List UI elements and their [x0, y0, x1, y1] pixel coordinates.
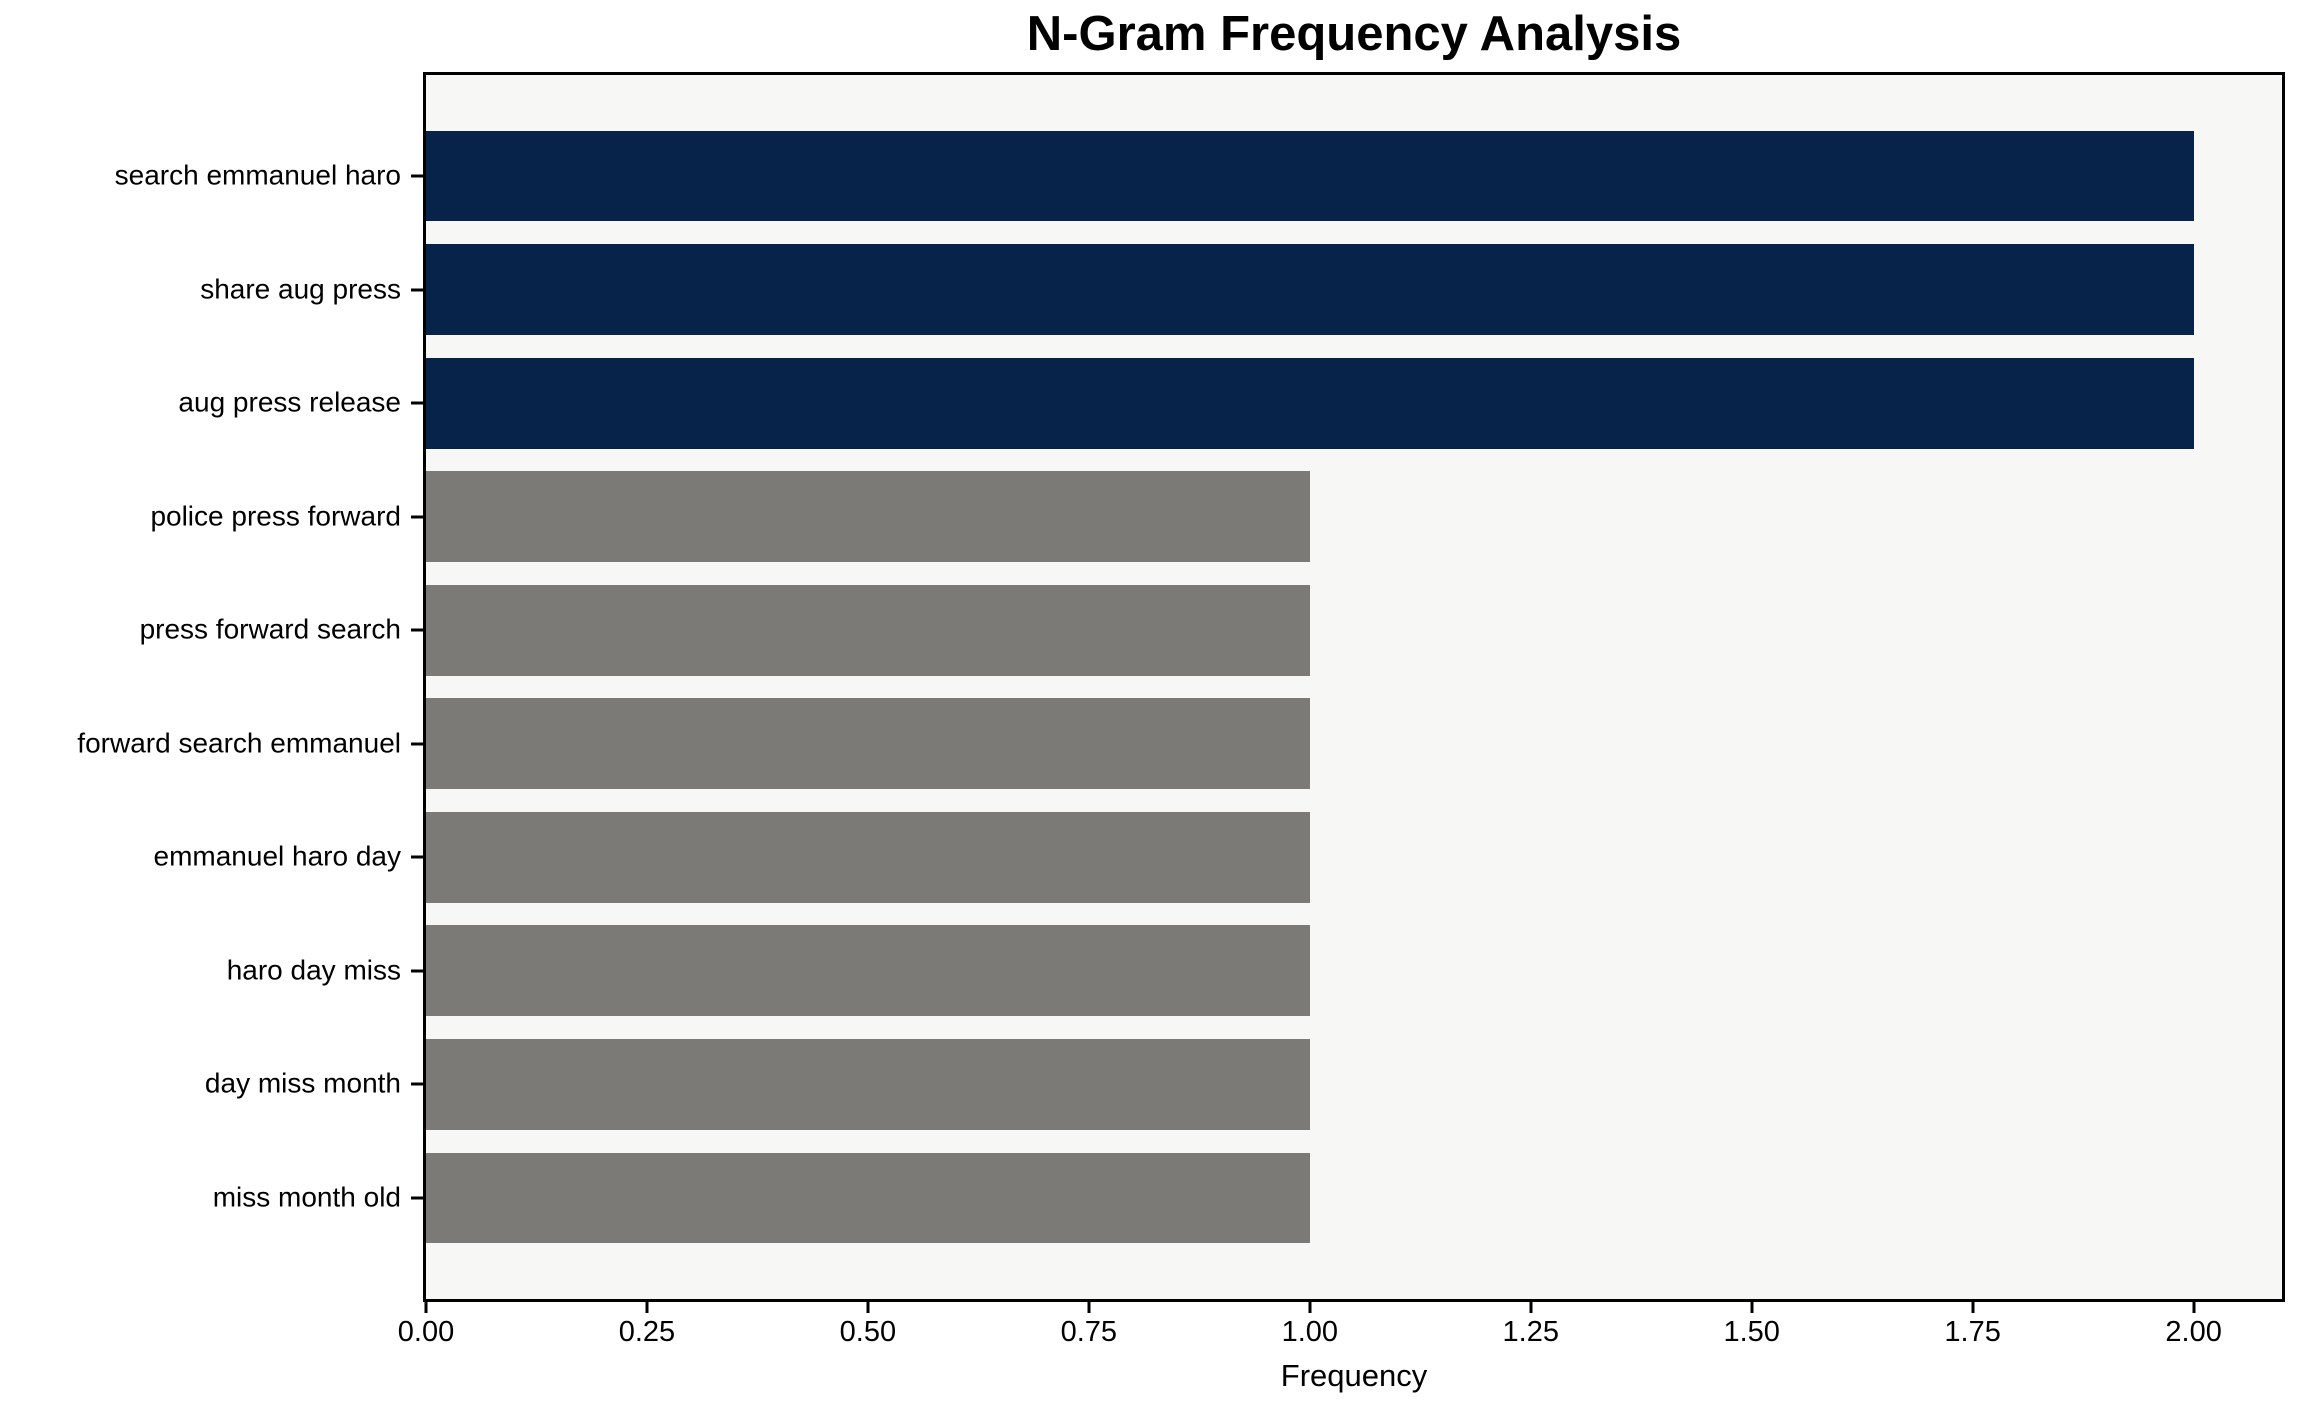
bar-3 [426, 471, 1310, 563]
y-tick-mark-0 [411, 174, 423, 178]
y-tick-mark-8 [411, 1082, 423, 1086]
x-tick-mark-5 [1529, 1302, 1533, 1313]
x-tick-label-0: 0.00 [397, 1316, 455, 1348]
y-tick-mark-1 [411, 288, 423, 292]
y-tick-label-7: haro day miss [226, 954, 401, 986]
x-tick-mark-0 [424, 1302, 428, 1313]
y-tick-label-6: emmanuel haro day [153, 840, 401, 872]
x-tick-label-1: 0.25 [618, 1316, 676, 1348]
bar-7 [426, 925, 1310, 1017]
chart-title: N-Gram Frequency Analysis [1026, 7, 1682, 61]
y-tick-label-0: search emmanuel haro [114, 159, 401, 191]
bar-2 [426, 357, 2194, 449]
x-tick-mark-7 [1971, 1302, 1975, 1313]
x-tick-label-2: 0.50 [839, 1316, 897, 1348]
y-tick-label-2: aug press release [178, 386, 401, 418]
y-tick-mark-5 [411, 742, 423, 746]
x-tick-mark-2 [866, 1302, 870, 1313]
y-tick-mark-2 [411, 401, 423, 405]
x-tick-mark-1 [645, 1302, 649, 1313]
x-tick-label-7: 1.75 [1944, 1316, 2001, 1348]
y-tick-label-3: police press forward [150, 500, 401, 532]
x-tick-label-4: 1.00 [1281, 1316, 1339, 1348]
y-tick-mark-4 [411, 628, 423, 632]
bar-5 [426, 698, 1310, 790]
x-tick-label-5: 1.25 [1502, 1316, 1559, 1348]
y-tick-label-5: forward search emmanuel [77, 727, 401, 759]
y-tick-label-4: press forward search [139, 613, 401, 645]
bar-4 [426, 584, 1310, 676]
y-tick-label-1: share aug press [200, 272, 401, 304]
x-axis-label: Frequency [1280, 1358, 1428, 1393]
x-tick-mark-8 [2192, 1302, 2196, 1313]
bar-6 [426, 811, 1310, 903]
x-tick-label-8: 2.00 [2165, 1316, 2222, 1348]
plot-area [423, 72, 2285, 1302]
y-tick-label-8: day miss month [204, 1067, 401, 1099]
bar-8 [426, 1038, 1310, 1130]
x-tick-label-6: 1.50 [1723, 1316, 1780, 1348]
y-tick-mark-6 [411, 855, 423, 859]
bar-0 [426, 130, 2194, 222]
x-tick-mark-6 [1750, 1302, 1754, 1313]
y-tick-mark-7 [411, 969, 423, 973]
x-tick-mark-3 [1087, 1302, 1091, 1313]
x-tick-label-3: 0.75 [1060, 1316, 1118, 1348]
y-tick-mark-3 [411, 515, 423, 519]
x-tick-mark-4 [1308, 1302, 1312, 1313]
bar-9 [426, 1152, 1310, 1244]
bar-1 [426, 244, 2194, 335]
y-tick-mark-9 [411, 1196, 423, 1200]
y-tick-label-9: miss month old [212, 1181, 401, 1213]
